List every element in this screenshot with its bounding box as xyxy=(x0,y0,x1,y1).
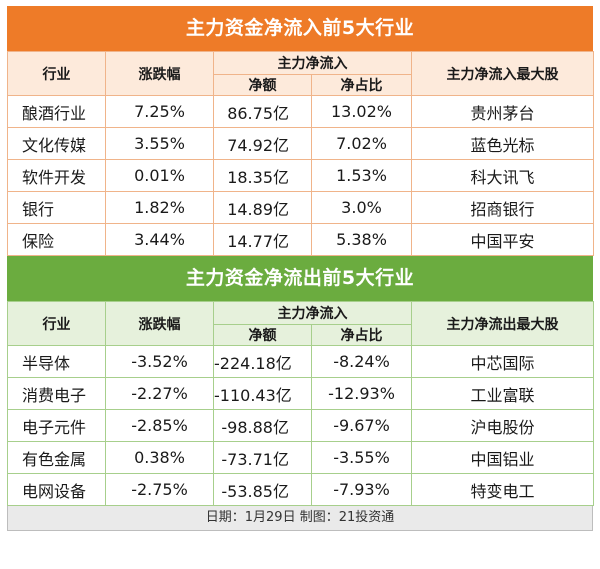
table-row: 有色金属 0.38% -73.71亿 -3.55% 中国铝业 xyxy=(7,441,594,474)
ratio-cell: -7.93% xyxy=(311,473,412,506)
outflow-subheader-row: 净额 净占比 xyxy=(8,324,594,346)
ratio-cell: 13.02% xyxy=(311,95,412,128)
col-header-change: 涨跌幅 xyxy=(105,301,214,346)
change-cell: 1.82% xyxy=(105,191,214,224)
net-cell: -73.71亿 xyxy=(213,441,312,474)
table-row: 保险 3.44% 14.77亿 5.38% 中国平安 xyxy=(7,223,594,256)
col-header-change: 涨跌幅 xyxy=(105,51,214,96)
industry-cell: 半导体 xyxy=(7,345,106,378)
stock-cell: 中国铝业 xyxy=(411,441,594,474)
change-cell: -2.85% xyxy=(105,409,214,442)
net-cell: -110.43亿 xyxy=(213,377,312,410)
ratio-cell: 3.0% xyxy=(311,191,412,224)
table-row: 电子元件 -2.85% -98.88亿 -9.67% 沪电股份 xyxy=(7,409,594,442)
change-cell: -2.75% xyxy=(105,473,214,506)
industry-cell: 保险 xyxy=(7,223,106,256)
inflow-title: 主力资金净流入前5大行业 xyxy=(7,6,593,51)
col-group-header-flow: 主力净流入 xyxy=(213,301,412,325)
table-row: 酿酒行业 7.25% 86.75亿 13.02% 贵州茅台 xyxy=(7,95,594,128)
table-row: 文化传媒 3.55% 74.92亿 7.02% 蓝色光标 xyxy=(7,127,594,160)
stock-cell: 招商银行 xyxy=(411,191,594,224)
col-header-ratio: 净占比 xyxy=(311,74,412,96)
inflow-table: 行业 涨跌幅 主力净流入 主力净流入最大股 净额 净占比 酿酒行业 7.25% … xyxy=(7,51,594,256)
ratio-cell: 5.38% xyxy=(311,223,412,256)
outflow-header-row: 行业 涨跌幅 主力净流入 主力净流出最大股 xyxy=(7,301,594,346)
table-row: 银行 1.82% 14.89亿 3.0% 招商银行 xyxy=(7,191,594,224)
col-header-top-stock: 主力净流入最大股 xyxy=(411,51,594,96)
stock-cell: 贵州茅台 xyxy=(411,95,594,128)
net-cell: 18.35亿 xyxy=(213,159,312,192)
col-header-net: 净额 xyxy=(213,324,312,346)
industry-cell: 文化传媒 xyxy=(7,127,106,160)
industry-cell: 电子元件 xyxy=(7,409,106,442)
change-cell: -3.52% xyxy=(105,345,214,378)
change-cell: 0.38% xyxy=(105,441,214,474)
stock-cell: 中国平安 xyxy=(411,223,594,256)
change-cell: -2.27% xyxy=(105,377,214,410)
outflow-title: 主力资金净流出前5大行业 xyxy=(7,256,593,301)
table-row: 软件开发 0.01% 18.35亿 1.53% 科大讯飞 xyxy=(7,159,594,192)
col-header-industry: 行业 xyxy=(7,51,106,96)
table-row: 半导体 -3.52% -224.18亿 -8.24% 中芯国际 xyxy=(7,345,594,378)
ratio-cell: -12.93% xyxy=(311,377,412,410)
stock-cell: 科大讯飞 xyxy=(411,159,594,192)
change-cell: 7.25% xyxy=(105,95,214,128)
stock-cell: 特变电工 xyxy=(411,473,594,506)
col-header-industry: 行业 xyxy=(7,301,106,346)
ratio-cell: -9.67% xyxy=(311,409,412,442)
col-group-header-flow: 主力净流入 xyxy=(213,51,412,75)
industry-cell: 电网设备 xyxy=(7,473,106,506)
net-cell: -98.88亿 xyxy=(213,409,312,442)
net-cell: -53.85亿 xyxy=(213,473,312,506)
industry-cell: 酿酒行业 xyxy=(7,95,106,128)
change-cell: 3.44% xyxy=(105,223,214,256)
industry-cell: 有色金属 xyxy=(7,441,106,474)
stock-cell: 中芯国际 xyxy=(411,345,594,378)
industry-cell: 银行 xyxy=(7,191,106,224)
stock-cell: 工业富联 xyxy=(411,377,594,410)
net-cell: -224.18亿 xyxy=(213,345,312,378)
net-cell: 14.77亿 xyxy=(213,223,312,256)
inflow-header-row: 行业 涨跌幅 主力净流入 主力净流入最大股 xyxy=(7,51,594,96)
ratio-cell: -3.55% xyxy=(311,441,412,474)
ratio-cell: 1.53% xyxy=(311,159,412,192)
col-header-net: 净额 xyxy=(213,74,312,96)
stock-cell: 沪电股份 xyxy=(411,409,594,442)
footer-caption: 日期：1月29日 制图：21投资通 xyxy=(7,506,593,531)
ratio-cell: -8.24% xyxy=(311,345,412,378)
change-cell: 0.01% xyxy=(105,159,214,192)
net-cell: 14.89亿 xyxy=(213,191,312,224)
inflow-subheader-row: 净额 净占比 xyxy=(8,74,594,96)
ratio-cell: 7.02% xyxy=(311,127,412,160)
fund-flow-table-card: 主力资金净流入前5大行业 行业 涨跌幅 主力净流入 主力净流入最大股 净额 净占… xyxy=(7,6,594,563)
col-header-top-stock: 主力净流出最大股 xyxy=(411,301,594,346)
net-cell: 86.75亿 xyxy=(213,95,312,128)
outflow-table: 行业 涨跌幅 主力净流入 主力净流出最大股 净额 净占比 半导体 -3.52% … xyxy=(7,301,594,506)
stock-cell: 蓝色光标 xyxy=(411,127,594,160)
col-header-ratio: 净占比 xyxy=(311,324,412,346)
industry-cell: 消费电子 xyxy=(7,377,106,410)
table-row: 电网设备 -2.75% -53.85亿 -7.93% 特变电工 xyxy=(7,473,594,506)
net-cell: 74.92亿 xyxy=(213,127,312,160)
industry-cell: 软件开发 xyxy=(7,159,106,192)
table-row: 消费电子 -2.27% -110.43亿 -12.93% 工业富联 xyxy=(7,377,594,410)
change-cell: 3.55% xyxy=(105,127,214,160)
